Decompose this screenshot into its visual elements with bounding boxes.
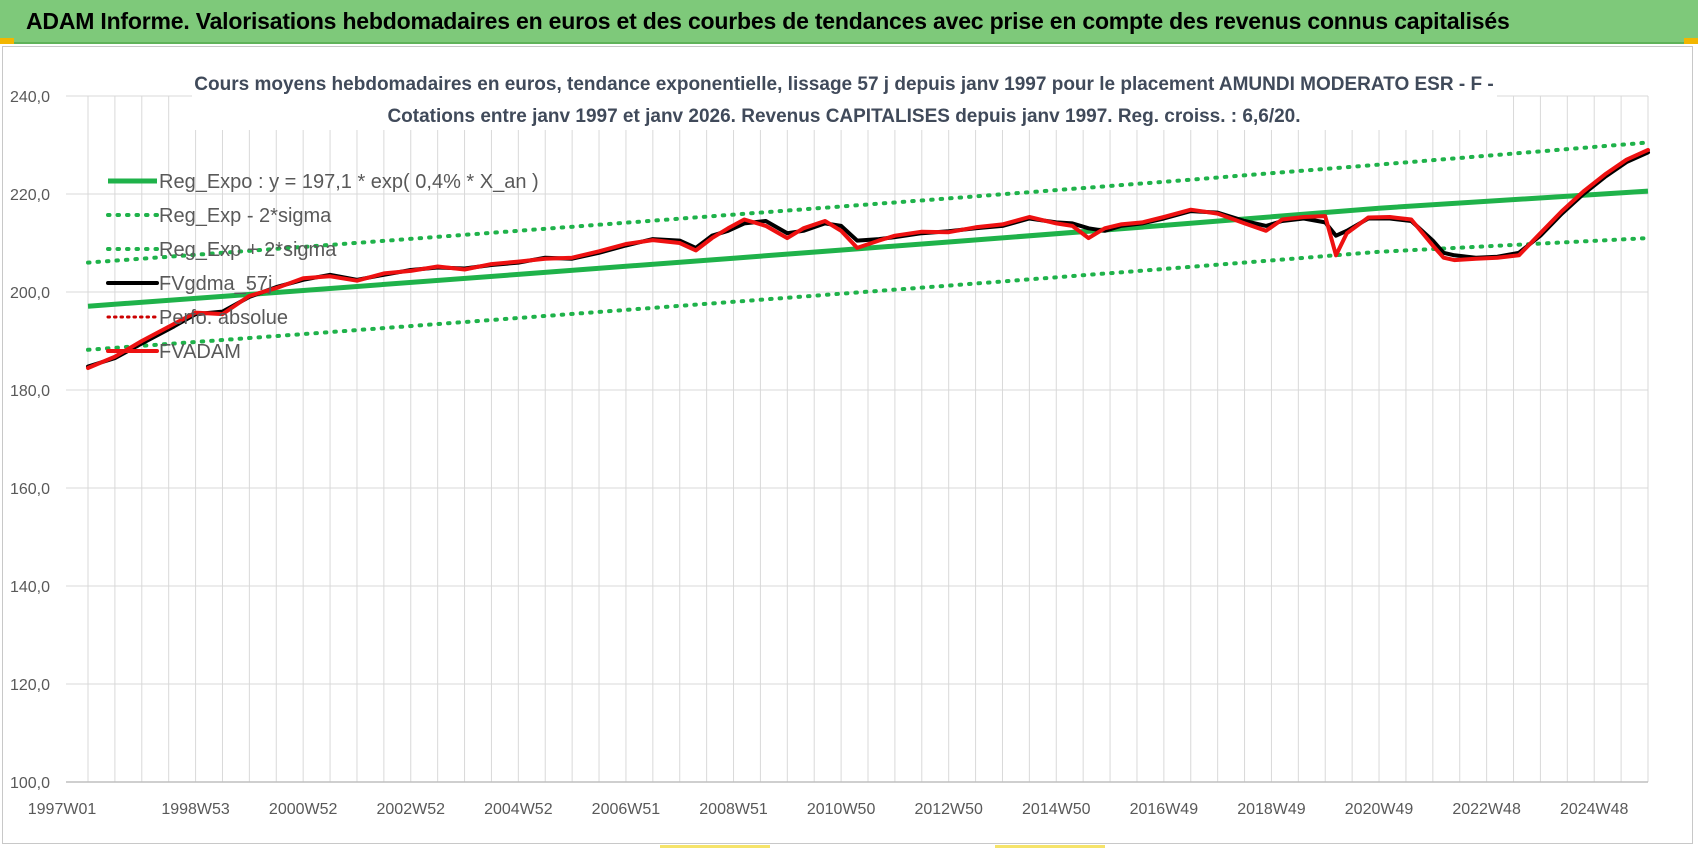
x-tick-label: 2016W49: [1130, 801, 1199, 818]
series-line-reg-expo: [87, 188, 1649, 309]
x-tick-label: 2020W49: [1345, 801, 1414, 818]
series-lines: [86, 140, 1650, 370]
x-tick-label: 2004W52: [484, 801, 553, 818]
y-tick-label: 240,0: [10, 89, 50, 106]
bottom-mark-2: [995, 845, 1105, 848]
x-tick-label: 2018W49: [1237, 801, 1306, 818]
x-tick-label: 1998W53: [161, 801, 230, 818]
legend-label: Reg_Expo : y = 197,1 * exp( 0,4% * X_an …: [159, 171, 539, 193]
x-tick-label: 2006W51: [592, 801, 661, 818]
axes: 240,0 220,0 200,0 180,0 160,0 140,0 120,0 100,0…: [10, 89, 1648, 818]
y-tick-label: 220,0: [10, 187, 50, 204]
x-tick-label: 2000W52: [269, 801, 338, 818]
grid: [66, 95, 1649, 783]
report-title: ADAM Informe. Valorisations hebdomadaire…: [26, 8, 1510, 34]
y-tick-label: 140,0: [10, 579, 50, 596]
legend-label: Reg_Exp - 2*sigma: [159, 205, 332, 227]
x-tick-label: 2024W48: [1560, 801, 1629, 818]
bottom-mark-1: [660, 845, 770, 848]
y-tick-label: 180,0: [10, 383, 50, 400]
chart-frame: [2, 46, 1693, 844]
y-tick-label: 120,0: [10, 677, 50, 694]
x-tick-label: 2010W50: [807, 801, 876, 818]
legend: Reg_Expo : y = 197,1 * exp( 0,4% * X_an …: [106, 171, 539, 363]
y-tick-label: 100,0: [10, 775, 50, 792]
legend-label: Reg_Exp + 2*sigma: [159, 239, 337, 261]
chart-title-line-1: Cours moyens hebdomadaires en euros, ten…: [194, 74, 1493, 95]
corner-mark-left: [0, 38, 14, 44]
y-tick-label: 160,0: [10, 481, 50, 498]
x-tick-label: 2022W48: [1452, 801, 1521, 818]
y-tick-label: 200,0: [10, 285, 50, 302]
x-tick-label: 2002W52: [377, 801, 446, 818]
x-tick-label: 2008W51: [699, 801, 768, 818]
legend-label: Perfo. absolue: [159, 307, 288, 329]
corner-mark-right: [1684, 38, 1698, 44]
chart-title-line-2: Cotations entre janv 1997 et janv 2026. …: [387, 106, 1300, 127]
legend-label: FVgdma_57j: [159, 273, 272, 295]
x-tick-label: 2012W50: [914, 801, 983, 818]
x-tick-label: 2014W50: [1022, 801, 1091, 818]
x-tick-label: 1997W01: [28, 801, 97, 818]
series-line-fvadam: [86, 147, 1650, 370]
legend-label: FVADAM: [159, 341, 241, 363]
report-header: ADAM Informe. Valorisations hebdomadaire…: [0, 0, 1698, 44]
chart-title: Cours moyens hebdomadaires en euros, ten…: [192, 68, 1497, 130]
